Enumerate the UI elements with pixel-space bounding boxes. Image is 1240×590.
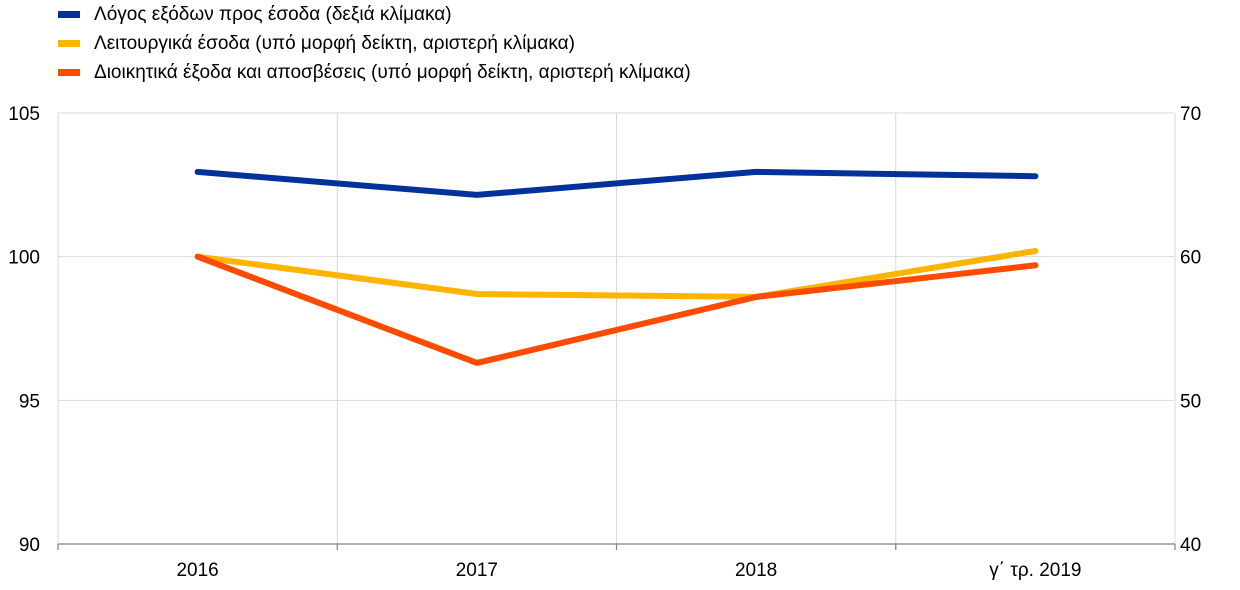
x-axis-tick-label: 2018 bbox=[735, 560, 777, 581]
y-left-tick-label: 95 bbox=[19, 391, 40, 412]
series-line-admin-expenses bbox=[194, 253, 1039, 366]
legend-swatch-cost-income-ratio bbox=[58, 11, 80, 18]
x-axis-tick-label: 2017 bbox=[456, 560, 498, 581]
legend-label-cost-income-ratio: Λόγος εξόδων προς έσοδα (δεξιά κλίμακα) bbox=[94, 4, 452, 25]
legend-label-operating-income: Λειτουργικά έσοδα (υπό μορφή δείκτη, αρι… bbox=[94, 33, 575, 54]
y-right-tick-label: 50 bbox=[1180, 391, 1201, 412]
y-right-tick-label: 60 bbox=[1180, 248, 1201, 269]
x-axis-tick-label: 2016 bbox=[176, 560, 218, 581]
x-axis-tick-label: γ΄ τρ. 2019 bbox=[989, 560, 1081, 581]
legend-label-admin-expenses: Διοικητικά έξοδα και αποσβέσεις (υπό μορ… bbox=[94, 62, 691, 83]
legend-swatch-operating-income bbox=[58, 40, 80, 47]
series-line-cost-income-ratio bbox=[194, 168, 1039, 198]
legend-swatch-admin-expenses bbox=[58, 69, 80, 76]
y-left-tick-label: 105 bbox=[8, 104, 40, 125]
series-line-operating-income bbox=[194, 247, 1039, 300]
y-left-tick-label: 100 bbox=[8, 248, 40, 269]
y-right-tick-label: 40 bbox=[1180, 535, 1201, 556]
y-left-tick-label: 90 bbox=[19, 535, 40, 556]
y-right-tick-label: 70 bbox=[1180, 104, 1201, 125]
